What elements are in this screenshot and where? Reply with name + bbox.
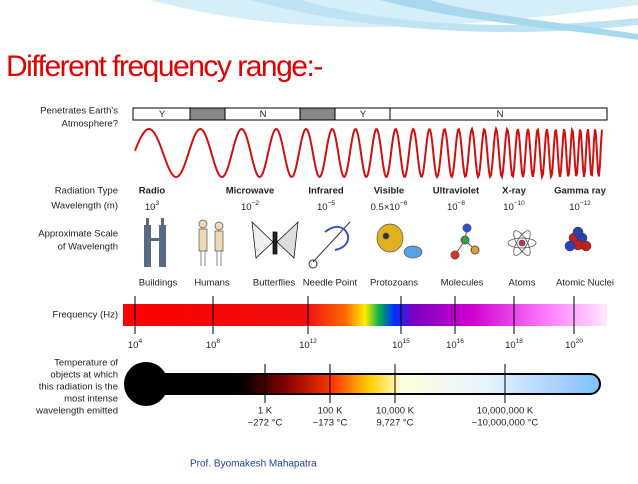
- header-decoration: [150, 0, 638, 40]
- frequency-label: 104: [128, 338, 143, 351]
- temperature-celsius: −173 °C: [313, 418, 348, 429]
- radiation-type: Infrared: [308, 186, 344, 197]
- power-exponent: 16: [457, 338, 465, 345]
- row-label: Wavelength (m): [51, 201, 118, 212]
- power-exponent: 4: [138, 338, 142, 345]
- frequency-label: 108: [206, 338, 221, 351]
- temperature-celsius: ~10,000,000 °C: [472, 418, 539, 429]
- scale-object: Butterflies: [253, 278, 295, 289]
- temperature-kelvin: 100 K: [318, 406, 343, 417]
- frequency-label: 1016: [446, 338, 464, 351]
- frequency-label: 1015: [392, 338, 410, 351]
- power-exponent: −6: [400, 200, 408, 207]
- row-label: Radiation Type: [55, 186, 118, 197]
- row-label: of Wavelength: [58, 242, 118, 253]
- power-base: 10: [565, 340, 576, 351]
- scale-object: Molecules: [441, 278, 484, 289]
- scale-object: Atoms: [509, 278, 536, 289]
- radiation-type: Ultraviolet: [433, 186, 480, 197]
- wavelength: 10−2: [241, 200, 259, 213]
- frequency-label: 1020: [565, 338, 583, 351]
- power-base: 0.5×10: [371, 202, 400, 213]
- scale-icons: [144, 218, 592, 269]
- row-label: most intense: [64, 394, 118, 405]
- scale-object: Protozoans: [370, 278, 418, 289]
- power-exponent: 3: [155, 200, 159, 207]
- temperature-kelvin: 1 K: [258, 406, 273, 417]
- frequency-label: 1018: [505, 338, 523, 351]
- power-base: 10: [206, 340, 217, 351]
- wave: [134, 125, 603, 181]
- row-label: Temperature of: [54, 358, 118, 369]
- row-label: Frequency (Hz): [53, 310, 118, 321]
- scale-object: Humans: [194, 278, 230, 289]
- power-base: 10: [503, 202, 514, 213]
- atmosphere-band: N: [497, 109, 504, 120]
- temperature-kelvin: 10,000 K: [376, 406, 415, 417]
- power-exponent: 8: [216, 338, 220, 345]
- temperature-celsius: −272 °C: [248, 418, 283, 429]
- power-base: 10: [128, 340, 139, 351]
- row-label: this radiation is the: [39, 382, 118, 393]
- radiation-type: Radio: [139, 186, 166, 197]
- atmosphere-label: Atmosphere?: [61, 119, 118, 130]
- wavelength: 0.5×10−6: [371, 200, 408, 213]
- power-base: 10: [392, 340, 403, 351]
- power-exponent: 12: [310, 338, 318, 345]
- temperature-celsius: 9,727 °C: [376, 418, 413, 429]
- thermometer: [124, 362, 601, 406]
- power-exponent: 18: [516, 338, 524, 345]
- power-exponent: −8: [458, 200, 466, 207]
- power-exponent: 15: [403, 338, 411, 345]
- atmosphere-label: Penetrates Earth's: [40, 106, 118, 117]
- wavelength: 10−8: [447, 200, 465, 213]
- wavelength: 10−10: [503, 200, 525, 213]
- row-label: Approximate Scale: [38, 229, 118, 240]
- power-base: 10: [241, 202, 252, 213]
- title: Different frequency range:-: [6, 50, 322, 83]
- row-label: wavelength emitted: [35, 406, 118, 417]
- frequency-bar: [123, 304, 607, 326]
- radiation-type: X-ray: [502, 186, 526, 197]
- frequency-label: 1012: [299, 338, 317, 351]
- power-exponent: −2: [252, 200, 260, 207]
- atmosphere-band: Y: [360, 109, 367, 120]
- power-exponent: −5: [328, 200, 336, 207]
- atmosphere-band: N: [260, 109, 267, 120]
- power-base: 10: [299, 340, 310, 351]
- scale-object: Atomic Nuclei: [556, 278, 614, 289]
- power-exponent: −10: [514, 200, 525, 207]
- temperature-kelvin: 10,000,000 K: [477, 406, 534, 417]
- radiation-type: Gamma ray: [554, 186, 606, 197]
- radiation-type: Visible: [374, 186, 404, 197]
- wavelength: 10−5: [317, 200, 335, 213]
- footer: Prof. Byomakesh Mahapatra: [190, 459, 317, 470]
- atmosphere-bar: [132, 107, 608, 121]
- radiation-type: Microwave: [226, 186, 275, 197]
- power-base: 10: [505, 340, 516, 351]
- atmosphere-band: Y: [159, 109, 166, 120]
- power-base: 10: [569, 202, 580, 213]
- row-label: objects at which: [50, 370, 118, 381]
- power-base: 10: [317, 202, 328, 213]
- power-exponent: −12: [580, 200, 591, 207]
- scale-object: Needle Point: [303, 278, 358, 289]
- power-base: 10: [145, 202, 156, 213]
- power-base: 10: [447, 202, 458, 213]
- power-base: 10: [446, 340, 457, 351]
- wavelength: 103: [145, 200, 160, 213]
- wavelength: 10−12: [569, 200, 591, 213]
- power-exponent: 20: [576, 338, 584, 345]
- scale-object: Buildings: [139, 278, 178, 289]
